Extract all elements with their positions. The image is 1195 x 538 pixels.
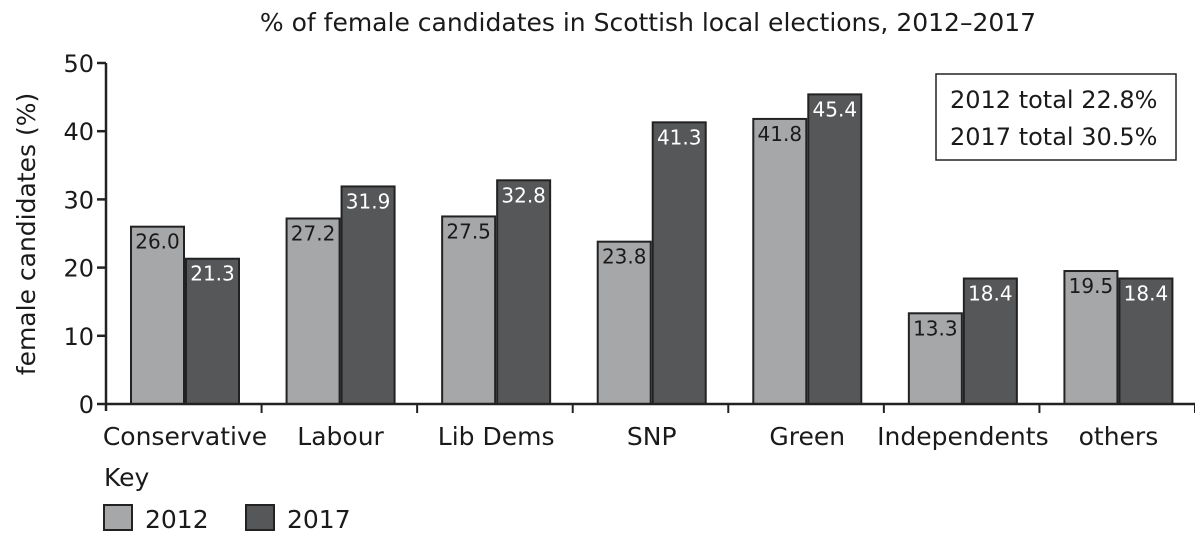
bar-2012-independents <box>907 312 963 406</box>
bars-layer: 26.0 21.3 27.2 31.9 27.5 32.8 23.8 41.3 41.8 45.4… <box>130 93 1174 406</box>
data-label-2017-2: 32.8 <box>501 183 546 207</box>
bar-2012-conservative <box>130 225 185 405</box>
y-tick-label-0: 0 <box>79 391 94 419</box>
data-label-2017-6: 18.4 <box>1124 282 1169 306</box>
legend-title: Key <box>104 463 150 492</box>
category-label-5: Independents <box>877 422 1048 451</box>
data-label-2012-2: 27.5 <box>446 219 491 243</box>
y-tick-label-4: 40 <box>63 118 94 146</box>
data-label-2012-6: 19.5 <box>1069 274 1114 298</box>
data-label-2012-5: 13.3 <box>913 316 958 340</box>
data-label-2012-0: 26.0 <box>135 230 180 254</box>
totals-annotation: 2012 total 22.8% 2017 total 30.5% <box>935 73 1177 161</box>
category-label-3: SNP <box>627 422 677 451</box>
y-tick-label-3: 30 <box>63 186 94 214</box>
bar-2017-others <box>1118 277 1174 405</box>
total-2012: 2012 total 22.8% <box>950 86 1157 114</box>
data-label-2017-4: 45.4 <box>813 97 858 121</box>
category-label-0: Conservative <box>103 422 267 451</box>
y-tick-label-5: 50 <box>63 50 94 78</box>
category-label-6: others <box>1079 422 1159 451</box>
category-label-1: Labour <box>297 422 384 451</box>
bar-2017-labour <box>340 185 396 405</box>
legend-label-2012: 2012 <box>145 505 209 534</box>
category-label-4: Green <box>769 422 845 451</box>
category-label-2: Lib Dems <box>438 422 555 451</box>
y-ticks: 0 10 20 30 40 50 <box>63 50 106 419</box>
bar-2017-green <box>807 93 863 405</box>
data-label-2017-5: 18.4 <box>968 282 1013 306</box>
bar-2012-labour <box>285 217 341 405</box>
y-axis-title: female candidates (%) <box>12 93 41 375</box>
totals-box <box>935 73 1177 161</box>
y-tick-label-2: 20 <box>63 255 94 283</box>
bar-2012-snp <box>596 240 652 405</box>
data-label-2017-0: 21.3 <box>190 262 235 286</box>
data-label-2012-3: 23.8 <box>602 245 647 269</box>
bar-2017-lib-dems <box>496 179 552 405</box>
bar-2012-lib-dems <box>441 215 497 405</box>
data-label-2017-1: 31.9 <box>346 189 391 213</box>
data-label-2012-4: 41.8 <box>758 122 803 146</box>
bar-2017-conservative <box>185 257 240 406</box>
legend-swatch-2017 <box>245 504 275 531</box>
bar-2017-independents <box>962 277 1018 405</box>
legend-swatch-2012 <box>103 504 133 531</box>
total-2017: 2017 total 30.5% <box>950 123 1157 151</box>
legend-label-2017: 2017 <box>287 505 351 534</box>
y-tick-label-1: 10 <box>63 323 94 351</box>
data-label-2017-3: 41.3 <box>657 125 702 149</box>
bar-2012-green <box>752 117 808 405</box>
data-label-2012-1: 27.2 <box>291 221 336 245</box>
chart-title: % of female candidates in Scottish local… <box>260 8 1036 37</box>
legend: Key 2012 2017 <box>103 463 351 534</box>
x-ticks: Conservative Labour Lib Dems SNP Green Indepe… <box>103 404 1195 451</box>
bar-2017-snp <box>651 121 707 405</box>
